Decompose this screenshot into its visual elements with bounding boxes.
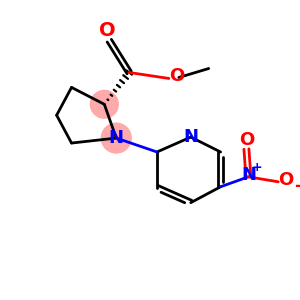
Text: -: - (294, 177, 300, 195)
Text: +: + (252, 161, 263, 174)
Text: O: O (278, 171, 294, 189)
Text: N: N (109, 129, 124, 147)
Text: O: O (239, 131, 254, 149)
Circle shape (101, 123, 131, 153)
Text: N: N (183, 128, 198, 146)
Text: O: O (169, 68, 184, 85)
Circle shape (90, 90, 118, 118)
Text: O: O (99, 21, 116, 40)
Text: N: N (241, 166, 256, 184)
